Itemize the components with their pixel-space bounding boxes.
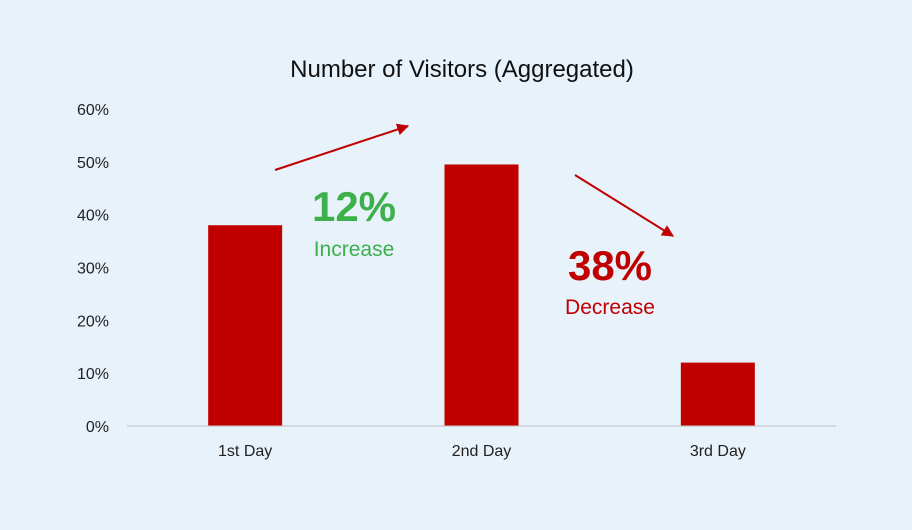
x-tick-label: 1st Day [218, 443, 272, 460]
increase-label: Increase [314, 238, 395, 261]
y-axis: 0% 10% 20% 30% 40% 50% 60% [77, 102, 109, 436]
y-tick-label: 60% [77, 102, 109, 119]
bar [444, 164, 519, 426]
x-tick-label: 2nd Day [452, 443, 512, 460]
x-axis: 1st Day 2nd Day 3rd Day [218, 443, 746, 460]
decrease-arrow [574, 174, 675, 237]
decrease-label: Decrease [565, 296, 655, 319]
bar [680, 362, 755, 426]
y-tick-label: 0% [86, 419, 109, 436]
y-tick-label: 50% [77, 155, 109, 172]
y-tick-label: 30% [77, 261, 109, 278]
increase-value: 12% [312, 183, 396, 230]
y-tick-label: 10% [77, 366, 109, 383]
chart-title: Number of Visitors (Aggregated) [290, 56, 634, 83]
y-tick-label: 40% [77, 208, 109, 225]
decrease-value: 38% [568, 242, 652, 289]
bar [208, 225, 283, 426]
bars [208, 164, 755, 426]
x-tick-label: 3rd Day [690, 443, 746, 460]
increase-arrow [274, 123, 410, 171]
y-tick-label: 20% [77, 313, 109, 330]
